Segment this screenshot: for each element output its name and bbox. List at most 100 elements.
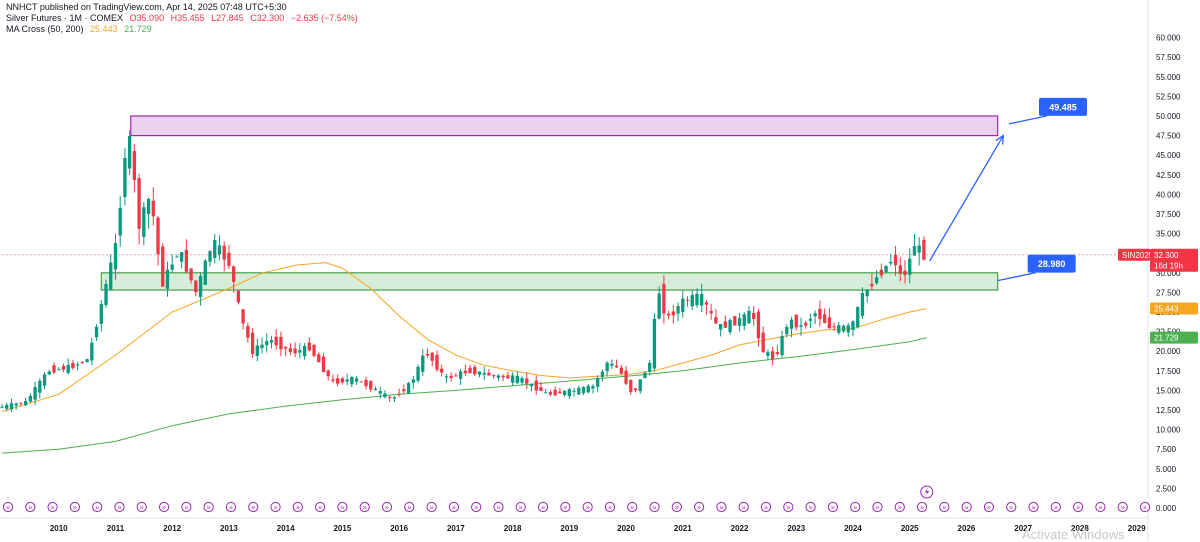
candle-body [468,367,472,374]
event-marker[interactable] [627,501,638,513]
event-marker[interactable] [92,501,103,513]
event-marker-glyph: » [1098,505,1102,512]
ma-fast-badge [1150,302,1198,315]
y-tick-label: 2.500 [1156,484,1177,493]
event-marker-glyph: » [28,505,32,512]
event-marker[interactable] [1028,501,1039,513]
event-marker[interactable] [114,501,125,513]
event-marker[interactable] [248,501,259,513]
event-marker[interactable] [560,501,571,513]
candle-body [742,314,746,326]
event-marker[interactable] [1095,501,1106,513]
event-marker[interactable] [872,501,883,513]
y-tick-label: 0.000 [1156,504,1177,513]
event-marker[interactable] [47,501,58,513]
candle-body [799,325,803,327]
event-marker[interactable] [1117,501,1128,513]
event-marker[interactable] [649,501,660,513]
y-tick-label: 37.500 [1156,210,1181,219]
candle-body [515,375,519,384]
event-marker[interactable] [1050,501,1061,513]
event-marker[interactable] [493,501,504,513]
candle-body [766,352,770,356]
candle-body [47,371,51,375]
event-marker[interactable] [850,501,861,513]
event-marker[interactable] [961,501,972,513]
event-marker[interactable] [381,501,393,513]
event-marker[interactable] [25,501,36,513]
support-callout[interactable] [1027,254,1076,273]
event-marker[interactable] [404,501,415,513]
candle-body [600,371,605,377]
event-marker[interactable] [1073,501,1084,513]
event-marker[interactable] [716,501,727,513]
candle-body [85,359,89,363]
event-marker[interactable] [426,501,437,513]
event-marker[interactable] [270,501,281,513]
candle-body [775,352,780,355]
symbol-badge [1118,248,1150,261]
support-callout-pointer [997,272,1036,282]
event-marker[interactable] [805,501,816,513]
resistance-callout[interactable] [1039,97,1088,116]
event-marker[interactable] [671,501,682,513]
candle-body [354,378,359,382]
support-zone[interactable] [100,272,999,291]
event-marker[interactable] [471,501,482,513]
event-marker[interactable] [337,501,348,513]
event-marker[interactable] [604,501,616,513]
candle-body [5,404,9,409]
event-marker[interactable] [783,501,794,513]
event-marker-glyph: » [541,505,545,512]
event-marker[interactable] [738,501,749,513]
resistance-zone[interactable] [130,115,999,137]
event-marker[interactable] [203,501,214,513]
event-marker[interactable] [69,501,80,513]
candle-body [822,314,827,324]
indicator-line[interactable]: MA Cross (50, 200) 25.443 21.729 [6,24,362,35]
event-marker[interactable] [983,501,995,513]
event-marker[interactable] [225,501,237,513]
candle-body [321,356,326,373]
symbol-name[interactable]: Silver Futures · 1M · COMEX [6,13,124,23]
event-marker[interactable] [136,501,147,513]
event-marker[interactable] [292,501,303,513]
candle-body [288,348,293,353]
event-marker-glyph: » [675,505,679,512]
event-marker[interactable] [359,501,370,513]
event-marker-glyph: » [296,505,300,512]
candle-body [123,158,127,197]
candle-body [629,379,633,393]
y-tick-label: 12.500 [1156,406,1181,415]
event-marker[interactable] [1139,501,1151,513]
candle-body [440,368,444,373]
candle-body [752,312,756,320]
event-marker[interactable] [939,501,950,513]
event-marker[interactable] [694,501,705,513]
event-marker[interactable] [827,501,838,513]
event-marker[interactable] [515,501,526,513]
event-marker[interactable] [916,501,928,513]
event-marker[interactable] [760,501,772,513]
event-marker[interactable] [537,501,549,513]
projection-arrow[interactable] [929,135,1004,262]
event-marker[interactable] [1006,501,1017,513]
event-marker[interactable] [315,501,326,513]
event-marker[interactable] [181,501,192,513]
event-marker[interactable] [894,501,905,513]
indicator-name[interactable]: MA Cross (50, 200) [6,24,84,34]
candle-body [397,393,401,395]
event-marker[interactable] [448,501,459,513]
candle-body [57,369,61,371]
candle-body [510,375,515,383]
candle-body [312,345,316,356]
candle-body [298,349,302,353]
candle-body [284,346,288,349]
candle-body [666,313,671,316]
event-marker[interactable] [158,501,170,513]
candle-body [804,322,808,326]
event-marker[interactable] [2,501,14,513]
candle-body [392,397,397,399]
event-marker[interactable] [582,501,593,513]
